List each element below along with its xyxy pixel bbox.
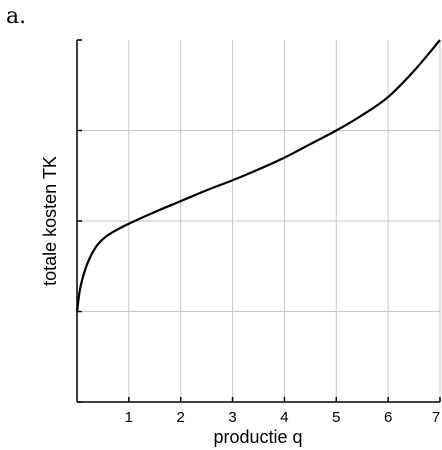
x-tick-label: 4 xyxy=(280,409,288,426)
x-tick-label: 7 xyxy=(432,409,440,426)
x-ticks: 1 2 3 4 5 6 7 xyxy=(125,397,441,426)
x-tick-label: 2 xyxy=(177,409,185,426)
x-tick-label: 3 xyxy=(228,409,236,426)
x-tick-label: 5 xyxy=(332,409,340,426)
x-tick-label: 6 xyxy=(384,409,392,426)
series-group xyxy=(75,39,441,312)
grid xyxy=(77,40,441,402)
x-axis-label: productie q xyxy=(213,427,302,447)
x-tick-label: 1 xyxy=(125,409,133,426)
y-axis-label: totale kosten TK xyxy=(40,156,60,286)
panel-label: a. xyxy=(6,4,27,29)
series-line xyxy=(75,39,441,312)
